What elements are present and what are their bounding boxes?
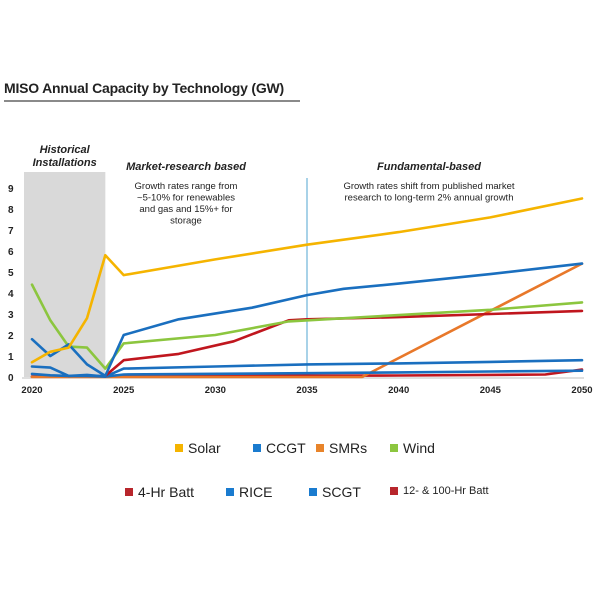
legend-item-solar: Solar [175, 440, 221, 456]
annotation-historical-heading: Installations [33, 157, 97, 169]
legend-swatch [226, 488, 234, 496]
series-line-smrs [30, 262, 584, 379]
x-tick-label: 2025 [113, 385, 135, 396]
y-tick-label: 9 [8, 184, 14, 195]
legend-swatch [309, 488, 317, 496]
x-tick-label: 2030 [205, 385, 226, 396]
y-tick-label: 0 [8, 373, 14, 384]
annotation-historical-heading: Historical [40, 144, 91, 156]
y-tick-label: 5 [8, 268, 14, 279]
legend-swatch [125, 488, 133, 496]
y-tick-label: 4 [8, 289, 14, 300]
annotation-market-text: storage [170, 216, 202, 227]
legend-swatch [316, 444, 324, 452]
series-line-scgt [30, 369, 584, 378]
x-tick-label: 2035 [296, 385, 318, 396]
annotation-market-text: Growth rates range from [135, 181, 238, 192]
legend-swatch [253, 444, 261, 452]
legend-swatch [175, 444, 183, 452]
annotation-fundamental-text: Growth rates shift from published market [343, 181, 514, 192]
y-tick-label: 8 [8, 205, 14, 216]
legend-label: SMRs [329, 440, 368, 456]
y-tick-label: 6 [8, 247, 14, 258]
annotation-market-text: and gas and 15%+ for [139, 204, 232, 215]
y-tick-label: 1 [8, 352, 14, 363]
legend-item-rice: RICE [226, 484, 272, 500]
legend-label: SCGT [322, 484, 361, 500]
legend-label: Solar [188, 440, 221, 456]
y-tick-label: 3 [8, 310, 14, 321]
annotation-fundamental-text: research to long-term 2% annual growth [345, 193, 514, 204]
x-tick-label: 2050 [571, 385, 592, 396]
legend-item-scgt: SCGT [309, 484, 361, 500]
legend-label: 4-Hr Batt [138, 484, 195, 500]
legend-label: 12- & 100-Hr Batt [403, 485, 489, 497]
legend-item-12-100-hr-batt: 12- & 100-Hr Batt [390, 485, 489, 497]
series-line-ccgt [30, 262, 584, 378]
legend-item-ccgt: CCGT [253, 440, 306, 456]
annotation-market-text: ~5-10% for renewables [137, 193, 235, 204]
annotation-fundamental-heading: Fundamental-based [377, 161, 481, 173]
annotation-market-heading: Market-research based [126, 161, 246, 173]
title-underline [4, 100, 300, 102]
legend-label: RICE [239, 484, 273, 500]
legend-swatch [390, 487, 398, 495]
y-tick-label: 2 [8, 331, 14, 342]
legend-item-4-hr-batt: 4-Hr Batt [125, 484, 194, 500]
legend-item-wind: Wind [390, 440, 435, 456]
legend-item-smrs: SMRs [316, 440, 367, 456]
legend-swatch [390, 444, 398, 452]
series-line-wind [30, 283, 584, 370]
series-line-rice [30, 358, 584, 378]
legend-label: Wind [403, 440, 435, 456]
legend-label: CCGT [266, 440, 306, 456]
x-tick-label: 2045 [480, 385, 502, 396]
chart-title: MISO Annual Capacity by Technology (GW) [4, 80, 284, 96]
x-tick-label: 2040 [388, 385, 409, 396]
series-line-solar [30, 197, 584, 364]
x-tick-label: 2020 [21, 385, 42, 396]
y-tick-label: 7 [8, 226, 14, 237]
